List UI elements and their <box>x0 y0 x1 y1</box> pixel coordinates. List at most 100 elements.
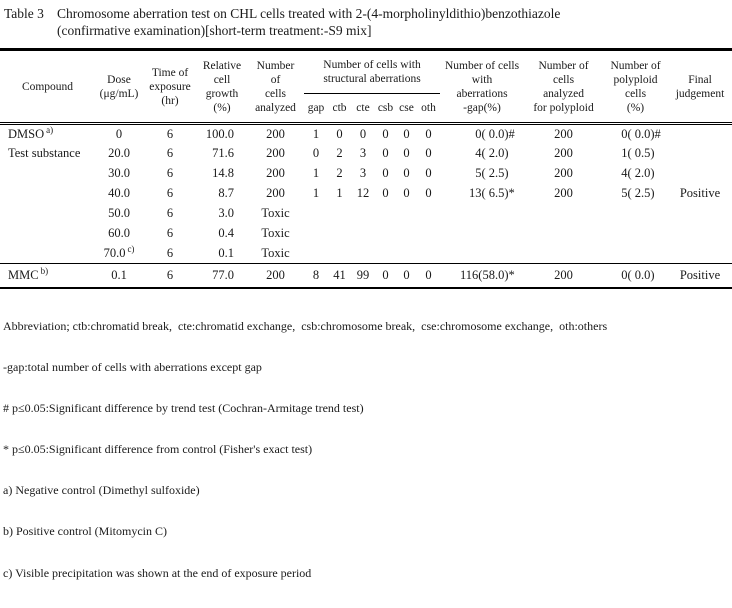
aberration-value: 4( 2.0) <box>475 146 509 160</box>
cell-oth <box>417 244 440 264</box>
header-sub-cte: cte <box>356 102 370 114</box>
cell-aberrations: 0( 0.0)# <box>440 124 524 144</box>
aberration-table: Compound Dose (μg/mL) Time of exposure (… <box>0 48 732 289</box>
table-body: DMSO a) 0 6 100.0 200 1 0 0 0 0 0 0( 0.0)… <box>0 124 732 288</box>
cell-cte: 0 <box>359 126 367 141</box>
footnotes: Abbreviation; ctb:chromatid break, cte:c… <box>0 293 732 608</box>
header-row-sub: gap ctb cte csb cse oth <box>0 94 732 124</box>
cell-compound <box>0 224 95 244</box>
cell-cte <box>351 224 375 244</box>
cell-oth: 0 <box>425 146 432 160</box>
cell-time: 6 <box>166 126 174 141</box>
header-structural-aberrations-group: Number of cells with structural aberrati… <box>304 49 441 94</box>
cell-judgement <box>668 204 732 224</box>
footnote-positive-control: b) Positive control (Mitomycin C) <box>3 524 167 539</box>
header-aberrations-minus-gap: Number of cells with aberrations -gap(%) <box>444 59 520 114</box>
footnote-fishers-test: * p≤0.05:Significant difference from con… <box>3 442 313 457</box>
cell-polyploid <box>603 204 668 224</box>
compound-name: DMSO <box>8 126 45 141</box>
table-title-line2: (confirmative examination)[short-term tr… <box>57 23 372 38</box>
cell-dose: 50.0 <box>108 206 130 220</box>
cell-cse: 0 <box>403 126 410 141</box>
compound-name: MMC <box>8 267 39 282</box>
significance-mark: * <box>508 186 515 200</box>
cell-polyploid: 0( 0.0) <box>603 264 668 288</box>
cell-aberrations <box>440 204 524 224</box>
cell-time: 6 <box>166 186 174 200</box>
cell-growth: 71.6 <box>212 146 234 160</box>
row-test-50: 50.0 6 3.0 Toxic <box>0 204 732 224</box>
header-sub-ctb: ctb <box>332 102 347 114</box>
cell-cse <box>396 224 417 244</box>
cell-csb: 0 <box>382 267 389 282</box>
cell-judgement <box>668 144 732 164</box>
cell-time: 6 <box>166 267 174 282</box>
header-compound: Compound <box>21 80 74 93</box>
cell-cte: 3 <box>359 166 367 180</box>
table-title: Table 3 Chromosome aberration test on CH… <box>0 0 732 39</box>
cell-oth: 0 <box>425 267 432 282</box>
aberration-value: 116(58.0) <box>460 267 509 282</box>
cell-gap <box>304 224 328 244</box>
document-page: Table 3 Chromosome aberration test on CH… <box>0 0 732 579</box>
cell-cse: 0 <box>403 166 410 180</box>
cell-csb <box>375 204 396 224</box>
cell-cse: 0 <box>403 267 410 282</box>
cell-csb <box>375 224 396 244</box>
significance-mark: # <box>654 126 661 141</box>
cell-dose: 0.1 <box>111 267 127 282</box>
cell-polyploid: 5( 2.5) <box>603 184 668 204</box>
header-row-main: Compound Dose (μg/mL) Time of exposure (… <box>0 49 732 114</box>
cell-analyzed: Toxic <box>261 226 290 240</box>
cell-aberrations: 116(58.0)* <box>440 264 524 288</box>
cell-polyploid-analyzed: 200 <box>554 166 573 180</box>
cell-growth: 100.0 <box>205 126 234 141</box>
cell-polyploid <box>603 244 668 264</box>
row-test-60: 60.0 6 0.4 Toxic <box>0 224 732 244</box>
cell-ctb <box>328 204 351 224</box>
polyploid-value: 1( 0.5) <box>621 146 655 160</box>
cell-dose: 30.0 <box>108 166 130 180</box>
cell-analyzed: 200 <box>266 146 285 160</box>
cell-compound <box>0 244 95 264</box>
cell-compound <box>0 204 95 224</box>
cell-gap <box>304 204 328 224</box>
cell-judgement: Positive <box>679 267 721 282</box>
table-title-text: Chromosome aberration test on CHL cells … <box>57 5 728 39</box>
cell-dose: 0 <box>115 126 123 141</box>
cell-cse <box>396 244 417 264</box>
cell-cse <box>396 204 417 224</box>
cell-polyploid: 4( 2.0) <box>603 164 668 184</box>
cell-ctb: 0 <box>336 126 343 141</box>
cell-judgement <box>668 164 732 184</box>
polyploid-value: 0( 0.0) <box>621 126 655 141</box>
cell-csb <box>375 244 396 264</box>
header-sub-csb: csb <box>377 102 394 114</box>
footnote-abbreviations: Abbreviation; ctb:chromatid break, cte:c… <box>3 318 608 333</box>
cell-cse: 0 <box>403 146 410 160</box>
cell-aberrations <box>440 224 524 244</box>
cell-polyploid: 0( 0.0)# <box>603 124 668 144</box>
header-polyploid-analyzed: Number of cells analyzed for polyploid <box>533 59 594 114</box>
cell-gap: 8 <box>312 267 320 282</box>
cell-compound: DMSO a) <box>0 124 95 144</box>
cell-dose: 40.0 <box>108 186 130 200</box>
table-header: Compound Dose (μg/mL) Time of exposure (… <box>0 49 732 124</box>
cell-gap: 0 <box>312 146 320 160</box>
header-time-of-exposure: Time of exposure (hr) <box>149 66 191 107</box>
header-sub-cse: cse <box>399 102 414 114</box>
cell-analyzed: Toxic <box>261 245 290 260</box>
cell-csb: 0 <box>382 146 389 160</box>
cell-cte: 3 <box>359 146 367 160</box>
footnote-trend-test: # p≤0.05:Significant difference by trend… <box>3 401 364 416</box>
cell-cte: 12 <box>356 186 370 200</box>
row-mmc: MMC b) 0.1 6 77.0 200 8 41 99 0 0 0 116(5… <box>0 263 732 288</box>
cell-analyzed: 200 <box>266 267 285 282</box>
cell-analyzed: 200 <box>266 126 285 141</box>
cell-time: 6 <box>166 245 174 260</box>
cell-judgement <box>668 244 732 264</box>
cell-aberrations: 4( 2.0) <box>440 144 524 164</box>
footnote-precipitation: c) Visible precipitation was shown at th… <box>3 565 312 580</box>
header-polyploid-cells: Number of polyploid cells (%) <box>610 59 661 114</box>
compound-name: Test substance <box>8 146 81 160</box>
